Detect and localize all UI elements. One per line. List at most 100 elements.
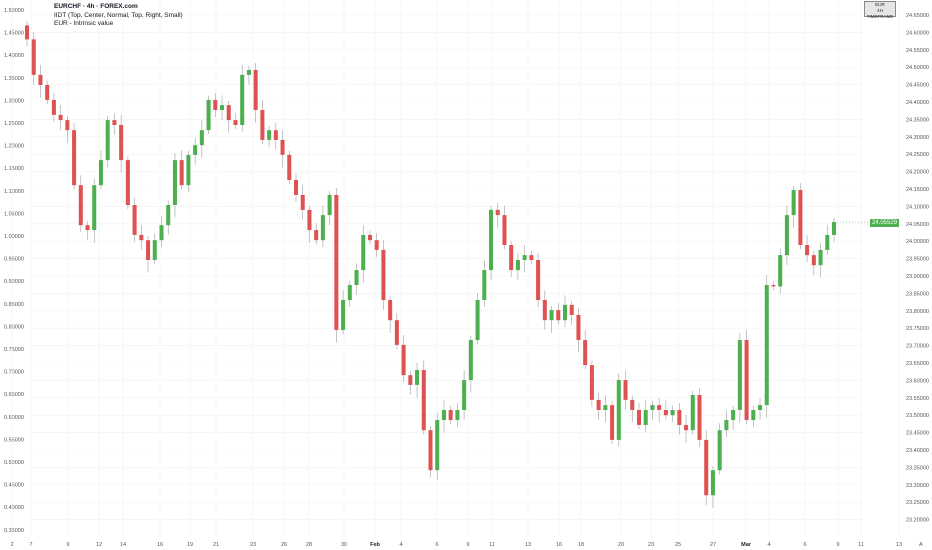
candle-body — [556, 310, 561, 321]
candle-body — [562, 304, 568, 321]
indicator-label-intrinsic[interactable]: EUR - Intrinsic value — [54, 20, 114, 27]
x-axis-tick: 7 — [29, 542, 32, 548]
x-axis-tick: 27 — [710, 542, 716, 548]
x-axis-tick: 9 — [66, 542, 69, 548]
left-axis-tick: 0.45000 — [4, 483, 24, 489]
candle-body — [361, 234, 366, 271]
candle-body — [415, 369, 420, 385]
candle-body — [502, 215, 507, 246]
candle-body — [710, 470, 715, 496]
right-axis-tick: 23.70000 — [906, 344, 929, 350]
right-axis-tick: 23.85000 — [906, 291, 929, 297]
right-axis-tick: 23.45000 — [906, 431, 929, 437]
right-axis-tick: 24.30000 — [906, 135, 929, 141]
left-axis-tick: 1.15000 — [4, 166, 24, 172]
x-axis-tick: 21 — [213, 542, 219, 548]
candle-body — [421, 369, 426, 431]
right-axis-tick: 24.60000 — [906, 30, 929, 36]
right-axis-tick: 23.20000 — [906, 518, 929, 524]
right-axis-tick: 23.35000 — [906, 465, 929, 471]
candle-body — [159, 225, 164, 241]
left-axis-tick: 1.05000 — [4, 211, 24, 217]
candle-body — [132, 205, 137, 235]
right-axis-tick: 24.45000 — [906, 83, 929, 89]
candle-body — [31, 39, 36, 75]
candle-body — [105, 120, 110, 161]
indicator-label[interactable]: IIDT (Top, Center, Normal, Top, Right, S… — [54, 11, 183, 19]
candle-body — [509, 245, 514, 271]
x-axis-tick: 16 — [556, 542, 562, 548]
candle-body — [731, 409, 736, 421]
candle-body — [172, 160, 177, 206]
candle-body — [482, 270, 487, 301]
right-axis-tick: 24.40000 — [906, 100, 929, 106]
x-axis-tick: 16 — [157, 542, 163, 548]
left-axis-tick: 0.75000 — [4, 347, 24, 353]
current-price-tag: 24.05529 — [870, 219, 900, 227]
candle-body — [717, 430, 722, 471]
candle-body — [468, 340, 473, 381]
candle-body — [811, 255, 816, 266]
x-axis-tick: 4 — [399, 542, 402, 548]
candle-body — [610, 405, 615, 440]
right-axis-tick: 24.50000 — [906, 65, 929, 71]
candle-body — [596, 399, 601, 410]
right-axis-tick: 23.75000 — [906, 326, 929, 332]
candle-body — [374, 240, 379, 250]
candle-body — [697, 395, 702, 440]
symbol-title[interactable]: EURCHF · 4h · FOREX.com — [54, 3, 138, 10]
candle-body — [273, 130, 278, 140]
right-axis-tick: 23.80000 — [906, 309, 929, 315]
x-axis-tick: 20 — [618, 542, 624, 548]
candle-body — [515, 259, 520, 271]
candle-body — [798, 190, 803, 246]
x-axis-tick: 13 — [525, 542, 531, 548]
candle-body — [240, 74, 245, 125]
candle-body — [220, 105, 225, 111]
right-axis-tick: 24.00000 — [906, 239, 929, 245]
candle-body — [462, 380, 467, 410]
candle-body — [825, 234, 830, 250]
x-axis-tick: 4 — [767, 542, 770, 548]
x-axis-tick: 18 — [578, 542, 584, 548]
candle-body — [536, 259, 541, 301]
right-axis-tick: 24.25000 — [906, 152, 929, 158]
left-axis-tick: 0.60000 — [4, 415, 24, 421]
candle-body — [737, 340, 742, 410]
left-axis-tick: 0.85000 — [4, 302, 24, 308]
candle-body — [771, 285, 776, 287]
candle-body — [623, 380, 628, 400]
left-axis-tick: 0.70000 — [4, 370, 24, 376]
left-axis-tick: 1.30000 — [4, 98, 24, 104]
candle-body — [455, 409, 460, 421]
candle-body — [576, 314, 581, 341]
candle-body — [179, 160, 184, 186]
candle-body — [636, 409, 641, 425]
candle-body — [401, 344, 406, 376]
candle-body — [253, 69, 258, 111]
x-axis-tick: 11 — [489, 542, 495, 548]
candle-body — [58, 114, 63, 121]
left-axis-tick: 0.80000 — [4, 324, 24, 330]
candle-body — [112, 120, 117, 125]
candle-body — [193, 145, 198, 155]
left-axis-tick: 0.35000 — [4, 528, 24, 534]
candle-body — [293, 179, 299, 195]
candle-body — [65, 120, 70, 131]
right-axis-tick: 23.65000 — [906, 361, 929, 367]
candle-body — [690, 395, 695, 431]
candle-body — [435, 420, 440, 471]
x-axis-tick: 9 — [466, 542, 469, 548]
left-axis-tick: 1.20000 — [4, 144, 24, 150]
left-axis-tick: 0.40000 — [4, 505, 24, 511]
auto-scale-button[interactable]: A — [919, 542, 923, 548]
x-axis-tick: 6 — [435, 542, 438, 548]
candle-body — [663, 409, 668, 416]
right-axis-tick: 23.95000 — [906, 257, 929, 263]
right-axis-tick: 24.15000 — [906, 187, 929, 193]
candle-body — [388, 300, 393, 321]
right-axis-tick: 24.65000 — [906, 13, 929, 19]
right-axis-tick: 23.40000 — [906, 448, 929, 454]
candle-body — [677, 409, 682, 425]
